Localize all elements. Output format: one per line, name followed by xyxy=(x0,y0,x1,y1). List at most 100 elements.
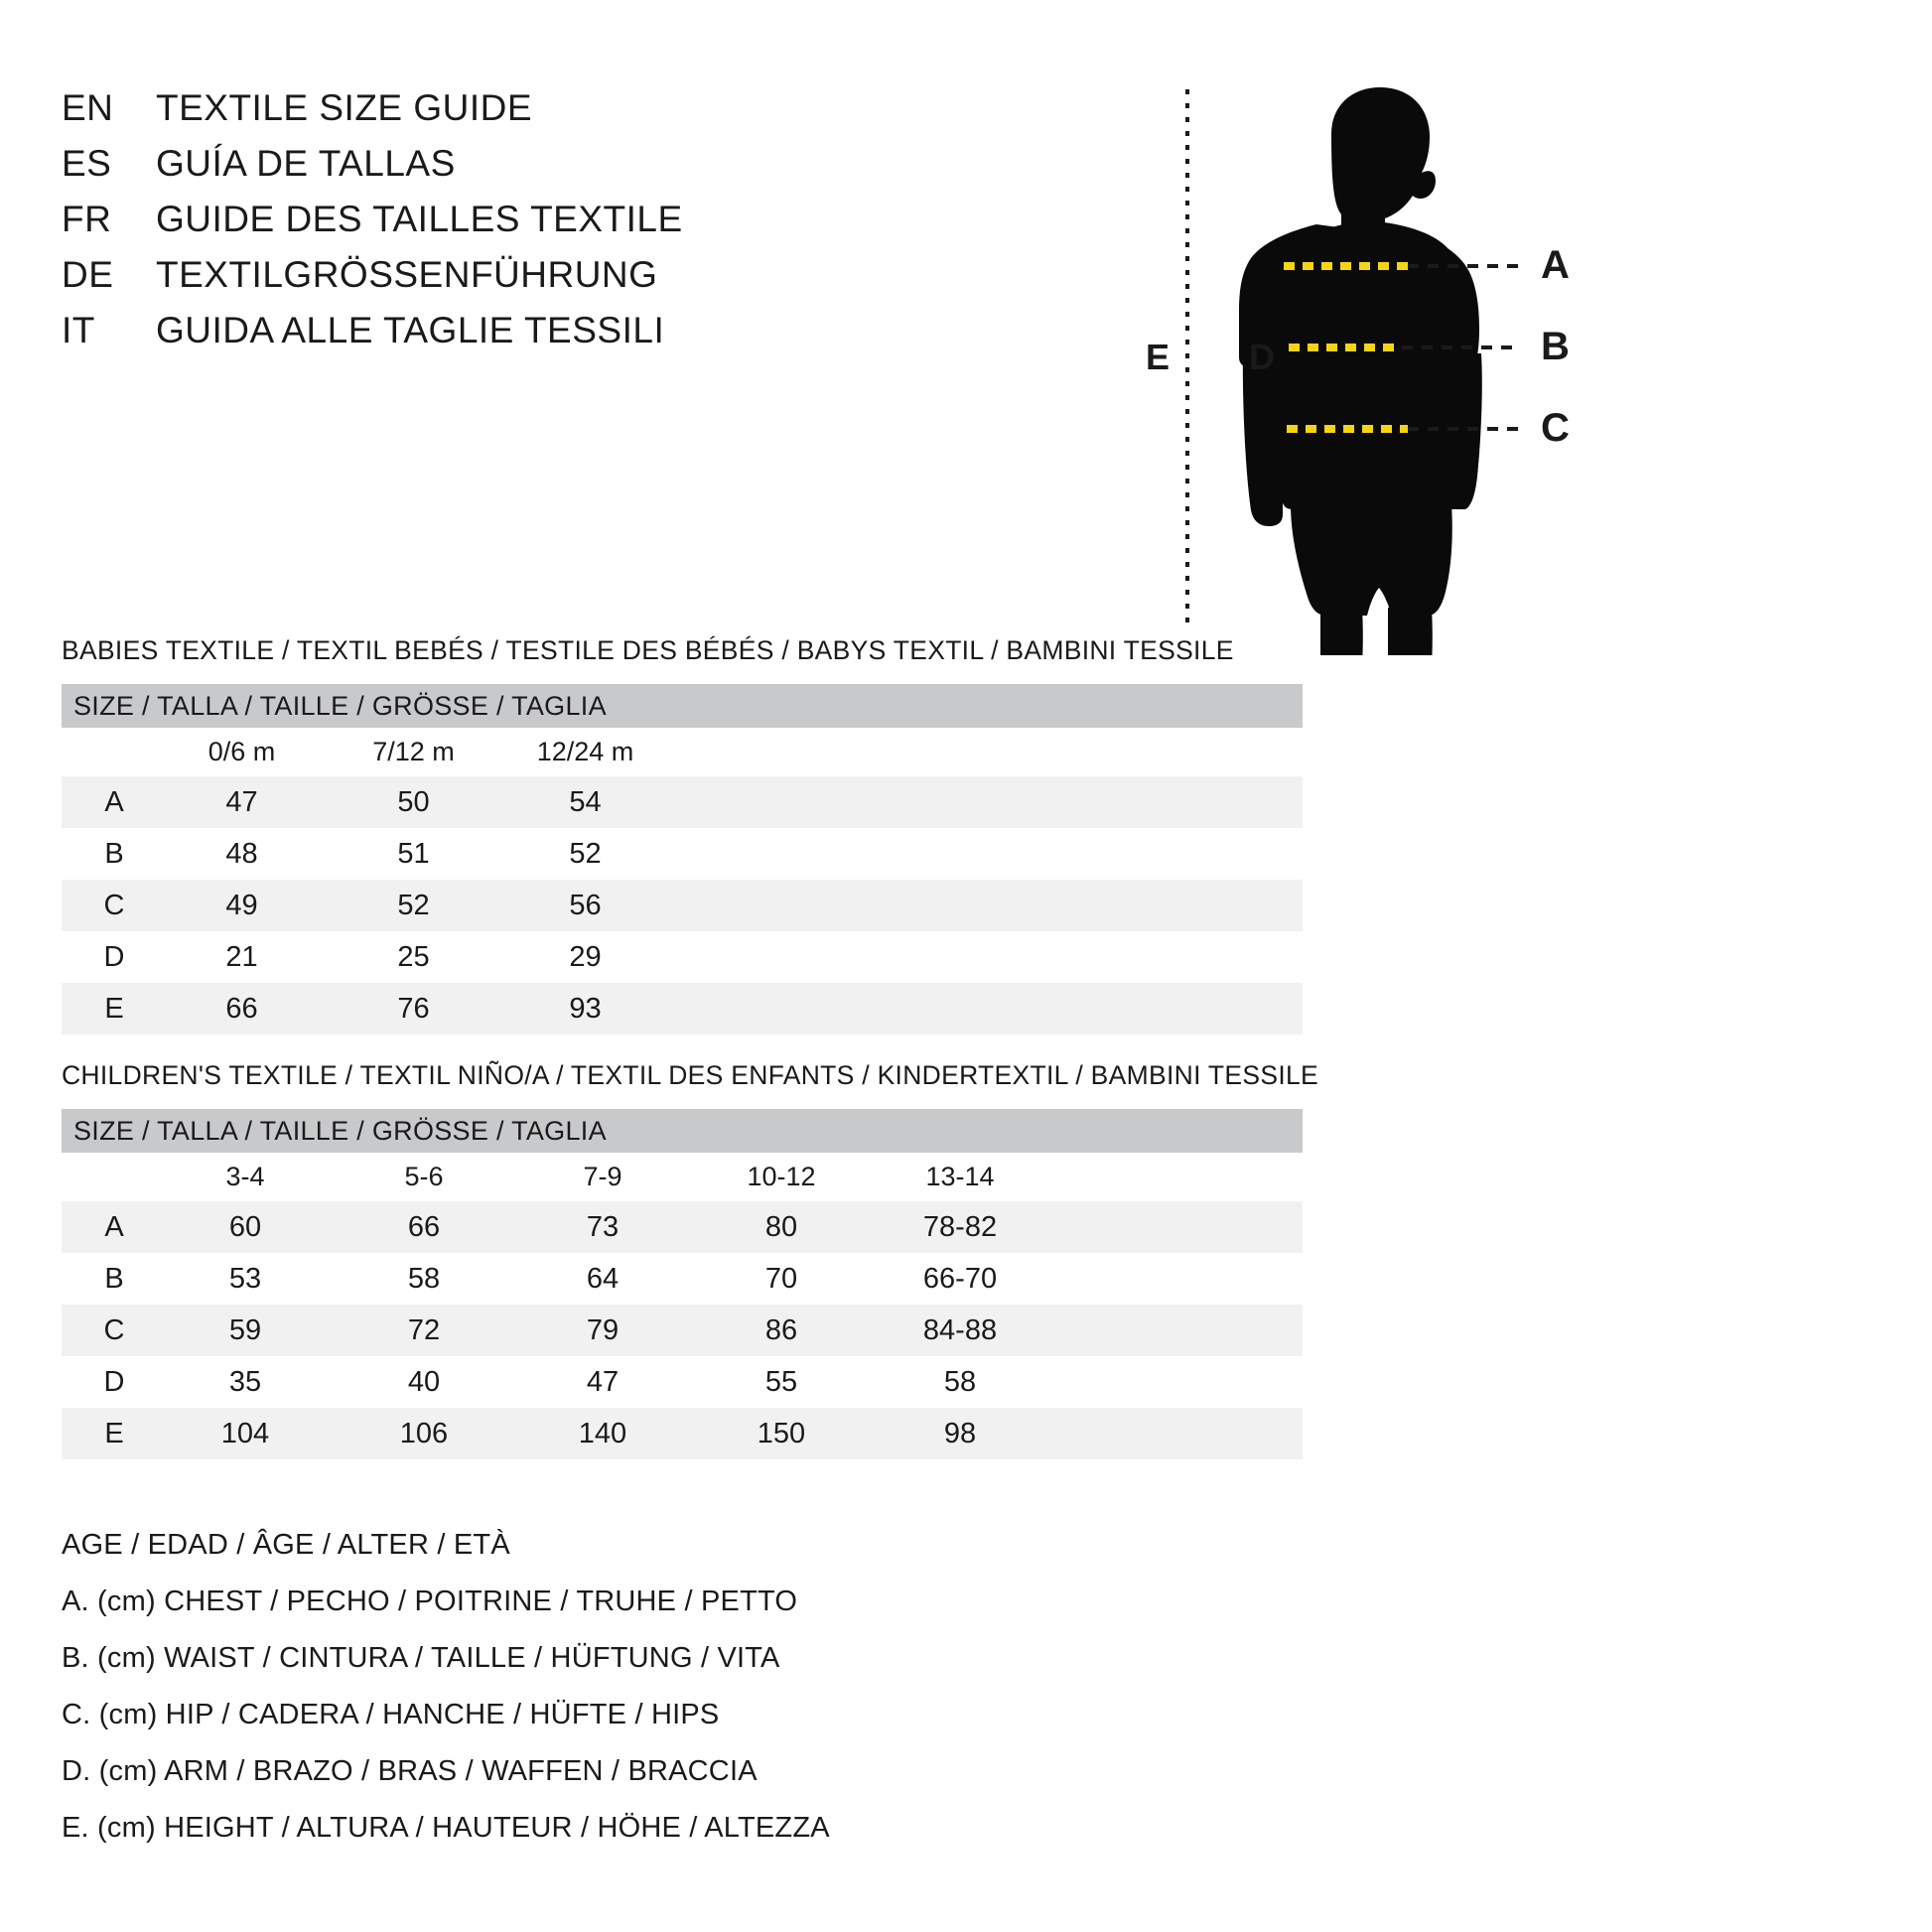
table-cell: 49 xyxy=(156,880,328,931)
row-label: A xyxy=(62,776,156,828)
table-cell: 47 xyxy=(156,776,328,828)
column-header-1: 3-4 xyxy=(225,1162,265,1191)
table-cell: 60 xyxy=(156,1201,335,1253)
language-title: TEXTILGRÖSSENFÜHRUNG xyxy=(156,254,658,295)
column-header-2: 5-6 xyxy=(404,1162,444,1191)
legend-line: C. (cm) HIP / CADERA / HANCHE / HÜFTE / … xyxy=(62,1699,720,1730)
silhouette-diagram: A B C D E xyxy=(1146,87,1570,655)
table-spacer-cell xyxy=(1049,1408,1303,1459)
table-spacer-cell xyxy=(1049,1305,1303,1356)
table-row: B 53 58 64 70 66-70 xyxy=(62,1253,1303,1305)
language-title: GUIDA ALLE TAGLIE TESSILI xyxy=(156,310,665,350)
language-code: FR xyxy=(62,199,112,239)
table-spacer-cell xyxy=(1049,1356,1303,1408)
table-cell: 58 xyxy=(407,1262,441,1295)
language-row: IT GUIDA ALLE TAGLIE TESSILI xyxy=(62,310,955,365)
language-code: DE xyxy=(62,254,114,295)
language-row: ES GUÍA DE TALLAS xyxy=(62,143,955,199)
children-section-title: CHILDREN'S TEXTILE / TEXTIL NIÑO/A / TEX… xyxy=(62,1060,1318,1090)
table-cell: 66 xyxy=(335,1201,513,1253)
table-cell: 78-82 xyxy=(871,1201,1049,1253)
table-corner-cell xyxy=(62,1153,156,1201)
language-row: FR GUIDE DES TAILLES TEXTILE xyxy=(62,199,955,254)
legend-line: B. (cm) WAIST / CINTURA / TAILLE / HÜFTU… xyxy=(62,1642,780,1674)
table-cell: 47 xyxy=(586,1365,620,1398)
column-header-5: 13-14 xyxy=(925,1162,995,1191)
table-row: E 104 106 140 150 98 xyxy=(62,1408,1303,1459)
table-row: C 59 72 79 86 84-88 xyxy=(62,1305,1303,1356)
table-row: D 21 25 29 xyxy=(62,931,1303,983)
table-cell: 21 xyxy=(225,940,258,973)
row-label: D xyxy=(103,1365,125,1398)
table-cell: 64 xyxy=(586,1262,620,1295)
language-title: TEXTILE SIZE GUIDE xyxy=(156,87,533,128)
table-cell: 29 xyxy=(569,940,602,973)
table-cell: 48 xyxy=(225,837,258,870)
table-spacer-cell xyxy=(1049,1253,1303,1305)
column-header-1: 0/6 m xyxy=(207,737,276,766)
table-spacer-cell xyxy=(671,776,1303,828)
language-row: DE TEXTILGRÖSSENFÜHRUNG xyxy=(62,254,955,310)
column-header-4: 10-12 xyxy=(747,1162,816,1191)
table-cell: 80 xyxy=(692,1201,871,1253)
label-c: C xyxy=(1541,406,1570,450)
table-cell: 50 xyxy=(328,776,499,828)
table-cell: 106 xyxy=(335,1408,513,1459)
table-cell: 66 xyxy=(156,983,328,1035)
table-cell: 52 xyxy=(328,880,499,931)
row-label: B xyxy=(104,837,124,870)
row-label: E xyxy=(62,983,156,1035)
children-size-table: SIZE / TALLA / TAILLE / GRÖSSE / TAGLIA 3… xyxy=(62,1109,1303,1459)
table-row: C 49 52 56 xyxy=(62,880,1303,931)
table-cell: 150 xyxy=(692,1408,871,1459)
table-cell: 66-70 xyxy=(922,1262,998,1295)
babies-size-table: SIZE / TALLA / TAILLE / GRÖSSE / TAGLIA 0… xyxy=(62,684,1303,1035)
table-cell: 84-88 xyxy=(871,1305,1049,1356)
babies-section: BABIES TEXTILE / TEXTIL BEBÉS / TESTILE … xyxy=(62,635,1303,1035)
label-a: A xyxy=(1541,243,1570,287)
measurement-legend: AGE / EDAD / ÂGE / ALTER / ETÀ A. (cm) CH… xyxy=(62,1517,1154,1857)
table-spacer-cell xyxy=(671,880,1303,931)
language-code: ES xyxy=(62,143,112,184)
table-size-row: 0/6 m 7/12 m 12/24 m xyxy=(62,728,1303,776)
language-code: EN xyxy=(62,87,114,128)
table-row: E 66 76 93 xyxy=(62,983,1303,1035)
table-cell: 98 xyxy=(871,1408,1049,1459)
row-label: A xyxy=(62,1201,156,1253)
table-cell: 140 xyxy=(513,1408,692,1459)
table-cell: 93 xyxy=(499,983,671,1035)
table-size-row: 3-4 5-6 7-9 10-12 13-14 xyxy=(62,1153,1303,1201)
table-row: B 48 51 52 xyxy=(62,828,1303,880)
table-spacer-cell xyxy=(671,931,1303,983)
legend-line: D. (cm) ARM / BRAZO / BRAS / WAFFEN / BR… xyxy=(62,1755,758,1787)
measurement-figure: A B C D E xyxy=(1132,60,1886,655)
row-label: D xyxy=(103,940,125,973)
legend-line: AGE / EDAD / ÂGE / ALTER / ETÀ xyxy=(62,1529,510,1561)
table-cell: 72 xyxy=(335,1305,513,1356)
table-cell: 86 xyxy=(692,1305,871,1356)
table-cell: 51 xyxy=(397,837,430,870)
table-cell: 70 xyxy=(764,1262,798,1295)
table-cell: 59 xyxy=(156,1305,335,1356)
column-header-2: 7/12 m xyxy=(372,737,455,766)
legend-line: E. (cm) HEIGHT / ALTURA / HAUTEUR / HÖHE… xyxy=(62,1812,830,1844)
row-label: C xyxy=(62,1305,156,1356)
row-label: E xyxy=(62,1408,156,1459)
column-header-3: 12/24 m xyxy=(536,737,634,766)
label-b: B xyxy=(1541,325,1570,368)
table-cell: 76 xyxy=(328,983,499,1035)
table-cell: 54 xyxy=(499,776,671,828)
table-cell: 35 xyxy=(228,1365,262,1398)
row-label: B xyxy=(104,1262,124,1295)
table-cell: 53 xyxy=(228,1262,262,1295)
children-section: CHILDREN'S TEXTILE / TEXTIL NIÑO/A / TEX… xyxy=(62,1060,1318,1459)
table-spacer-cell xyxy=(671,828,1303,880)
table-cell: 104 xyxy=(156,1408,335,1459)
table-spacer-cell xyxy=(1049,1153,1303,1201)
language-row: EN TEXTILE SIZE GUIDE xyxy=(62,87,955,143)
table-cell: 56 xyxy=(499,880,671,931)
label-e: E xyxy=(1146,337,1170,377)
language-code: IT xyxy=(62,310,95,350)
table-row: A 47 50 54 xyxy=(62,776,1303,828)
table-spacer-cell xyxy=(671,983,1303,1035)
